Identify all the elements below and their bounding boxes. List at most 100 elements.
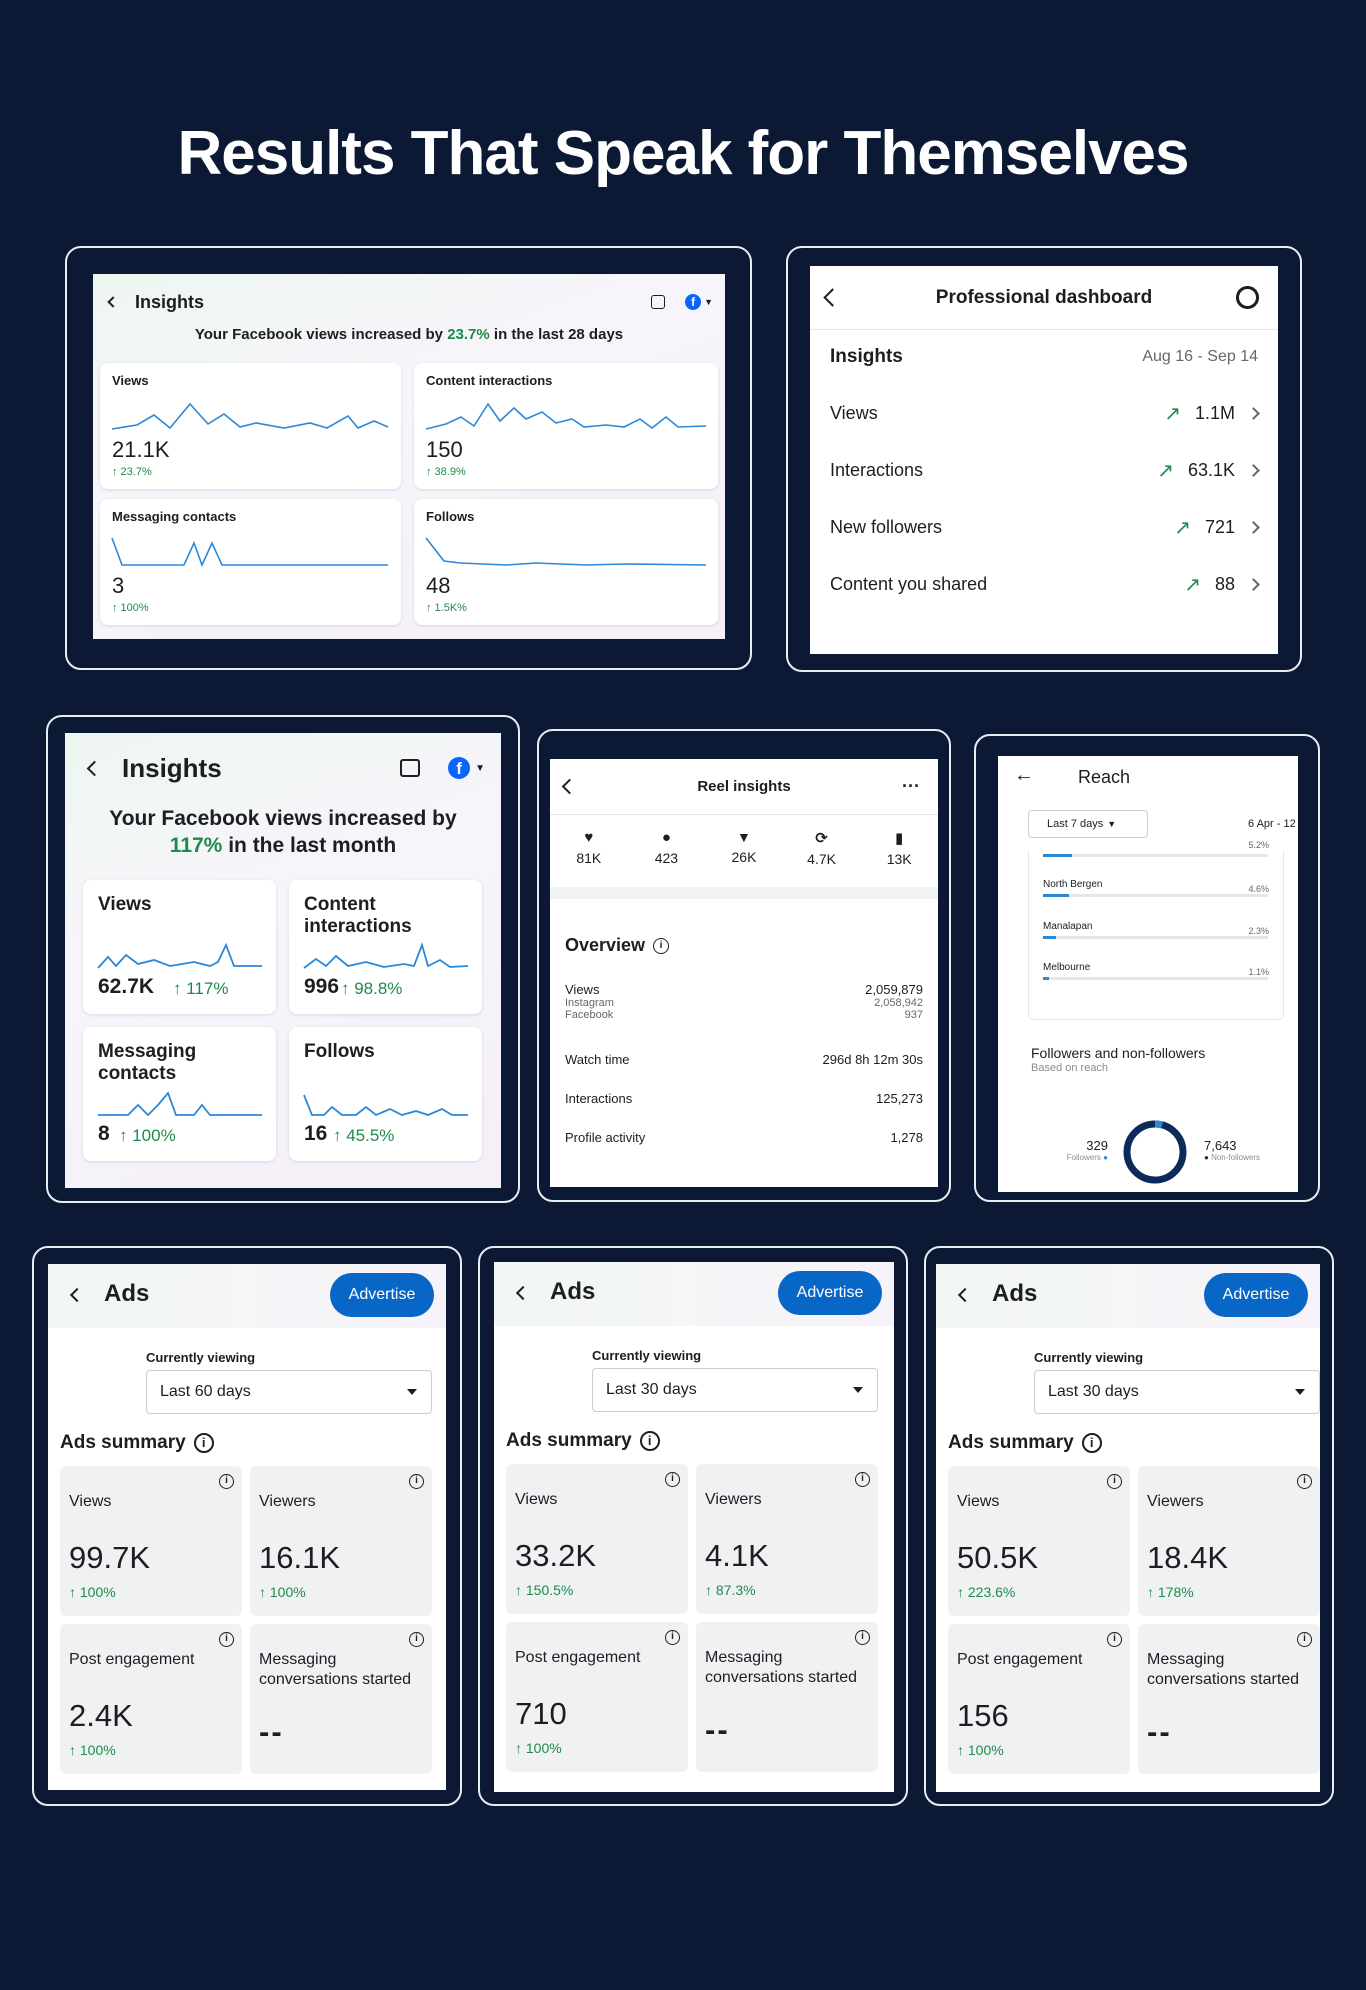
info-icon[interactable]: i [1107, 1632, 1122, 1647]
info-icon[interactable]: i [1297, 1474, 1312, 1489]
ads-card-post-engagement[interactable]: i Post engagement 710 ↑ 100% [506, 1622, 688, 1772]
ads-card-messaging-conversations[interactable]: i Messaging conversations started -- [250, 1624, 432, 1774]
metric-card-messaging-contacts[interactable]: Messaging contacts 8 ↑ 100% [83, 1027, 276, 1161]
info-icon[interactable]: i [219, 1632, 234, 1647]
advertise-button[interactable]: Advertise [1204, 1273, 1308, 1317]
settings-icon[interactable] [1236, 286, 1259, 309]
date-range-select[interactable]: Last 30 days [592, 1368, 878, 1412]
advertise-button[interactable]: Advertise [778, 1271, 882, 1315]
row-value: 2,059,879 [865, 982, 923, 997]
city-row: Manalapan 2.3% [1043, 916, 1277, 939]
info-icon[interactable]: i [1297, 1632, 1312, 1647]
stat-shares[interactable]: ▼ 26K [705, 829, 783, 867]
stat-likes[interactable]: ♥ 81K [550, 829, 628, 867]
metric-card-views[interactable]: Views 62.7K ↑ 117% [83, 880, 276, 1014]
ads-screen: Ads Advertise Currently viewing Last 30 … [494, 1262, 894, 1792]
date-filter-dropdown[interactable]: Last 7 days ▼ [1028, 810, 1148, 838]
table-icon[interactable] [400, 759, 421, 777]
ads-card-viewers[interactable]: i Viewers 16.1K ↑ 100% [250, 1466, 432, 1616]
back-arrow-icon[interactable]: ← [1014, 764, 1034, 786]
chevron-down-icon[interactable]: ▼ [475, 762, 485, 774]
stat-reposts[interactable]: ⟳ 4.7K [783, 829, 861, 867]
metric-change: ↑ 23.7% [112, 466, 152, 478]
insights-banner: Your Facebook views increased by 117% in… [85, 805, 481, 859]
info-icon[interactable]: i [855, 1472, 870, 1487]
ads-card-views[interactable]: i Views 33.2K ↑ 150.5% [506, 1464, 688, 1614]
back-icon[interactable] [957, 1287, 973, 1303]
row-value: 2,058,942 [874, 997, 923, 1009]
metric-card-content-interactions[interactable]: Content interactions 150 ↑ 38.9% [414, 363, 718, 489]
non-followers-count: 7,643 ● Non-followers [1204, 1138, 1260, 1162]
ads-card-post-engagement[interactable]: i Post engagement 156 ↑ 100% [948, 1624, 1130, 1774]
row-label: Interactions [830, 459, 924, 480]
card-label: Viewers [705, 1491, 762, 1508]
card-change: ↑ 100% [69, 1742, 116, 1758]
info-icon[interactable]: i [855, 1630, 870, 1645]
chevron-down-icon[interactable]: ▼ [704, 297, 713, 307]
metric-card-follows[interactable]: Follows 16 ↑ 45.5% [289, 1027, 482, 1161]
info-icon[interactable]: i [409, 1632, 424, 1647]
advertise-button[interactable]: Advertise [330, 1273, 434, 1317]
row-value: 1.1M [1194, 402, 1235, 423]
info-icon[interactable]: i [665, 1472, 680, 1487]
insight-row-views[interactable]: Views ↗ 1.1M [810, 396, 1278, 430]
back-icon[interactable] [515, 1285, 531, 1301]
info-icon[interactable]: i [1107, 1474, 1122, 1489]
city-bar [1043, 977, 1049, 980]
insight-row-new-followers[interactable]: New followers ↗ 721 [810, 510, 1278, 544]
back-icon[interactable] [86, 760, 103, 776]
info-icon[interactable]: i [219, 1474, 234, 1489]
row-value: 721 [1204, 516, 1235, 537]
info-icon[interactable]: i [639, 1430, 660, 1451]
ads-card-messaging-conversations[interactable]: i Messaging conversations started -- [696, 1622, 878, 1772]
date-range-select[interactable]: Last 60 days [146, 1370, 432, 1414]
ads-card-viewers[interactable]: i Viewers 4.1K ↑ 87.3% [696, 1464, 878, 1614]
metric-card-views[interactable]: Views 21.1K ↑ 23.7% [100, 363, 401, 489]
overview-label: Overview [565, 935, 646, 955]
city-bar-track [1043, 977, 1268, 980]
ads-title: Ads [550, 1278, 596, 1305]
ads-card-views[interactable]: i Views 99.7K ↑ 100% [60, 1466, 242, 1616]
back-icon[interactable] [69, 1287, 85, 1303]
ads-title: Ads [992, 1280, 1038, 1307]
followers-value: 329 [1086, 1138, 1108, 1153]
date-range-value: Last 60 days [160, 1383, 251, 1400]
metric-card-follows[interactable]: Follows 48 ↑ 1.5K% [414, 499, 718, 625]
insight-row-interactions[interactable]: Interactions ↗ 63.1K [810, 453, 1278, 487]
ads-screen: Ads Advertise Currently viewing Last 60 … [48, 1264, 446, 1790]
metric-card-messaging-contacts[interactable]: Messaging contacts 3 ↑ 100% [100, 499, 401, 625]
table-icon[interactable] [651, 295, 666, 309]
stat-comments[interactable]: ● 423 [628, 829, 706, 867]
info-icon[interactable]: i [1081, 1432, 1102, 1453]
ads-card-post-engagement[interactable]: i Post engagement 2.4K ↑ 100% [60, 1624, 242, 1774]
ads-card-views[interactable]: i Views 50.5K ↑ 223.6% [948, 1466, 1130, 1616]
city-bar [1043, 936, 1056, 939]
date-range-value: Last 30 days [606, 1381, 697, 1398]
ads-card-viewers[interactable]: i Viewers 18.4K ↑ 178% [1138, 1466, 1320, 1616]
followers-label: Followers ● [1066, 1153, 1108, 1162]
info-icon[interactable]: i [409, 1474, 424, 1489]
facebook-account-icon[interactable]: f [448, 757, 471, 779]
card-value: -- [259, 1714, 284, 1749]
screenshot-frame-reach: ← Reach Last 7 days▼ 6 Apr - 12 A 5.2% N… [974, 734, 1320, 1202]
row-label: Profile activity [565, 1130, 646, 1145]
row-label: Views [830, 402, 878, 423]
ads-card-messaging-conversations[interactable]: i Messaging conversations started -- [1138, 1624, 1320, 1774]
metric-card-content-interactions[interactable]: Content interactions 996 ↑ 98.8% [289, 880, 482, 1014]
info-icon[interactable]: i [193, 1432, 214, 1453]
date-range[interactable]: Aug 16 - Sep 14 [1142, 348, 1258, 365]
info-icon[interactable]: i [665, 1630, 680, 1645]
insights-title: Insights [135, 291, 205, 312]
city-list: 5.2% North Bergen 4.6% Manalapan 2.3% Me… [1028, 840, 1284, 1020]
info-icon[interactable]: i [653, 938, 670, 955]
stat-saves[interactable]: ▮ 13K [860, 829, 938, 867]
follows-sparkline [303, 1094, 468, 1117]
card-change: ↑ 223.6% [957, 1584, 1016, 1600]
date-range-select[interactable]: Last 30 days [1034, 1370, 1320, 1414]
facebook-account-icon[interactable]: f [685, 294, 702, 310]
chevron-right-icon [1247, 520, 1260, 534]
insight-row-content-you-shared[interactable]: Content you shared ↗ 88 [810, 567, 1278, 601]
more-options-icon[interactable]: ··· [902, 776, 920, 796]
back-icon[interactable] [107, 296, 119, 308]
card-value: 16.1K [259, 1540, 341, 1575]
